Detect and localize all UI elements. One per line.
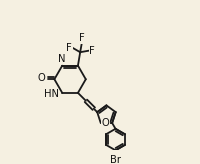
Text: HN: HN — [44, 89, 59, 99]
Text: O: O — [37, 73, 45, 83]
Text: N: N — [58, 54, 65, 64]
Text: Br: Br — [110, 155, 121, 164]
Text: F: F — [66, 43, 72, 53]
Text: F: F — [89, 46, 95, 56]
Text: O: O — [102, 118, 110, 128]
Text: F: F — [79, 33, 85, 43]
